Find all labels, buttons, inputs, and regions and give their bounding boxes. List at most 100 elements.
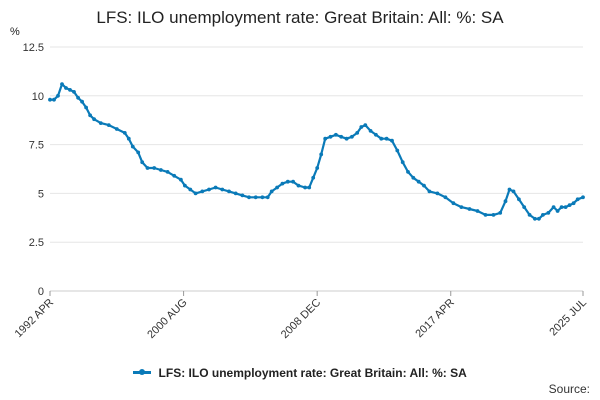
- axes: 0 2.5 5 7.5 10 12.5 1992 APR 2000 AUG 2008 DEC 20…: [13, 42, 590, 341]
- data-point: [443, 195, 448, 200]
- data-point: [48, 97, 52, 102]
- data-point: [507, 187, 512, 192]
- data-point: [56, 93, 60, 98]
- y-tick-label: 12.5: [23, 42, 44, 54]
- data-series: [48, 82, 585, 221]
- data-point: [260, 195, 265, 200]
- data-point: [339, 134, 344, 139]
- data-point: [253, 195, 258, 200]
- data-point: [451, 201, 456, 206]
- y-tick-label: 5: [38, 188, 44, 200]
- chart-title: LFS: ILO unemployment rate: Great Britai…: [96, 8, 504, 27]
- data-point: [344, 136, 349, 141]
- data-point: [98, 121, 103, 125]
- y-tick-label: 0: [38, 286, 44, 298]
- y-tick-label: 7.5: [29, 140, 44, 152]
- data-point: [328, 134, 333, 139]
- data-point: [291, 179, 295, 184]
- data-point: [498, 211, 503, 215]
- data-point: [395, 148, 400, 153]
- data-point: [400, 160, 405, 165]
- data-point: [126, 136, 131, 141]
- data-point: [307, 185, 312, 190]
- series-line: [50, 83, 584, 220]
- data-point: [233, 191, 238, 196]
- data-point: [152, 166, 157, 170]
- data-point: [522, 205, 527, 210]
- y-tick-label: 2.5: [29, 237, 44, 249]
- data-point: [537, 216, 541, 221]
- data-point: [213, 185, 218, 190]
- data-point: [511, 189, 516, 194]
- data-point: [183, 183, 187, 188]
- data-point: [92, 117, 96, 122]
- data-point: [374, 132, 378, 137]
- data-point: [220, 187, 225, 192]
- data-point: [64, 86, 68, 90]
- data-point: [483, 213, 488, 217]
- data-point: [350, 134, 354, 139]
- data-point: [571, 201, 576, 206]
- data-point: [555, 209, 560, 213]
- data-point: [546, 211, 551, 215]
- data-point: [122, 131, 127, 135]
- data-point: [227, 189, 231, 194]
- y-axis-label: %: [10, 26, 20, 38]
- data-point: [52, 97, 56, 102]
- data-point: [106, 123, 111, 127]
- x-tick-label: 2025 JUL: [547, 297, 589, 339]
- data-point: [559, 205, 564, 210]
- data-point: [355, 131, 360, 135]
- data-point: [563, 205, 568, 210]
- data-point: [315, 166, 320, 170]
- data-point: [159, 168, 163, 172]
- data-point: [275, 185, 279, 190]
- data-point: [247, 195, 251, 200]
- data-point: [390, 138, 394, 143]
- data-point: [145, 166, 150, 170]
- data-point: [533, 216, 537, 221]
- legend-label: LFS: ILO unemployment rate: Great Britai…: [158, 365, 467, 380]
- data-point: [311, 175, 316, 180]
- legend-line-marker-icon: [133, 369, 152, 376]
- data-point: [384, 136, 389, 141]
- data-point: [319, 152, 324, 157]
- data-point: [491, 213, 496, 217]
- data-point: [280, 181, 285, 186]
- data-point: [411, 175, 416, 180]
- data-point: [551, 205, 556, 210]
- data-point: [68, 88, 72, 92]
- data-point: [359, 125, 364, 129]
- data-point: [193, 191, 198, 196]
- data-point: [140, 160, 145, 165]
- data-point: [379, 136, 384, 141]
- data-point: [527, 213, 532, 217]
- data-point: [114, 127, 119, 131]
- source-label: Source:: [548, 382, 590, 396]
- data-point: [296, 183, 301, 188]
- data-point: [172, 173, 177, 178]
- data-point: [427, 189, 432, 194]
- data-point: [188, 187, 193, 192]
- data-point: [200, 189, 205, 194]
- data-point: [179, 177, 183, 182]
- data-point: [503, 199, 508, 204]
- x-tick-label: 2000 AUG: [145, 297, 189, 341]
- data-point: [240, 193, 245, 198]
- data-point: [80, 99, 84, 104]
- data-point: [60, 82, 64, 86]
- data-point: [435, 191, 440, 196]
- data-point: [406, 170, 410, 174]
- data-point: [459, 205, 464, 210]
- x-tick-label: 1992 APR: [13, 297, 57, 341]
- data-point: [84, 105, 88, 110]
- data-point: [517, 197, 521, 202]
- data-point: [303, 185, 307, 190]
- data-point: [285, 179, 290, 184]
- data-point: [467, 207, 472, 211]
- data-point: [475, 209, 480, 213]
- x-tick-label: 2017 APR: [413, 297, 457, 341]
- data-point: [72, 90, 76, 94]
- data-point: [76, 95, 80, 100]
- data-point: [575, 197, 580, 202]
